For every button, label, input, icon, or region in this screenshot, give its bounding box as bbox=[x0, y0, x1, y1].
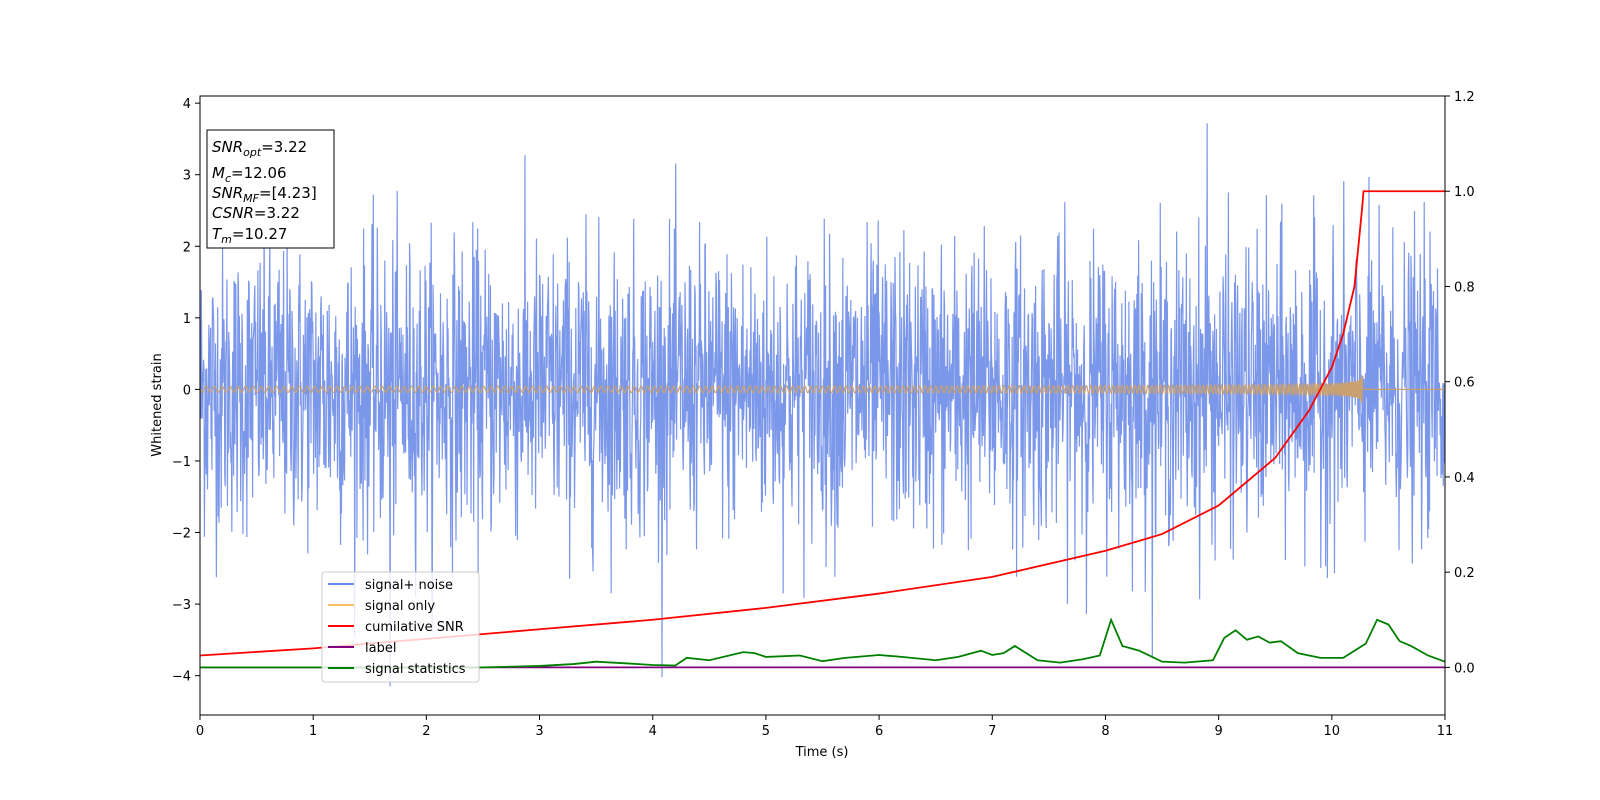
svg-text:cumilative SNR: cumilative SNR bbox=[365, 620, 464, 635]
legend-entry-label: label bbox=[328, 641, 396, 656]
x-tick-label: 4 bbox=[649, 724, 657, 739]
legend-entry-cumulative-snr: cumilative SNR bbox=[328, 620, 464, 635]
y-tick-label: −3 bbox=[172, 598, 191, 613]
series-signal-only bbox=[200, 374, 1445, 404]
svg-text:signal only: signal only bbox=[365, 599, 435, 614]
y-tick-label: −2 bbox=[172, 527, 191, 542]
svg-text:signal statistics: signal statistics bbox=[365, 662, 466, 677]
legend-entry-signal-only: signal only bbox=[328, 599, 435, 614]
y2-tick-label: 1.2 bbox=[1454, 90, 1475, 105]
series-cumilative-snr bbox=[200, 190, 1445, 657]
y-tick-label: −4 bbox=[172, 670, 191, 685]
x-axis-label: Time (s) bbox=[795, 745, 849, 760]
x-axis: 0 1 2 3 4 5 6 7 8 9 10 11 bbox=[196, 715, 1453, 739]
series-signal-noise bbox=[200, 123, 1445, 687]
plot-frame bbox=[199, 95, 1446, 716]
x-tick-label: 11 bbox=[1437, 724, 1454, 739]
info-mc: Mc=12.06 bbox=[212, 164, 287, 185]
y2-tick-label: 0.8 bbox=[1454, 280, 1475, 295]
legend-entry-signal-noise: signal+ noise bbox=[328, 578, 453, 593]
y2-tick-label: 0.0 bbox=[1454, 661, 1475, 676]
x-tick-label: 9 bbox=[1214, 724, 1222, 739]
y-axis-left: −4 −3 −2 −1 0 1 2 3 4 bbox=[172, 97, 200, 685]
info-box: SNRopt=3.22 Mc=12.06 SNRMF=[4.23] CSNR=3… bbox=[206, 129, 335, 249]
legend: signal+ noise signal only cumilative SNR… bbox=[321, 571, 480, 683]
x-tick-label: 0 bbox=[196, 724, 204, 739]
info-csnr: CSNR=3.22 bbox=[212, 204, 300, 222]
x-tick-label: 1 bbox=[309, 724, 317, 739]
y-tick-label: 4 bbox=[183, 97, 191, 112]
info-snr-mf: SNRMF=[4.23] bbox=[212, 184, 317, 205]
x-tick-label: 8 bbox=[1101, 724, 1109, 739]
y-tick-label: 1 bbox=[183, 312, 191, 327]
y2-tick-label: 0.4 bbox=[1454, 471, 1475, 486]
x-tick-label: 3 bbox=[535, 724, 543, 739]
svg-text:label: label bbox=[365, 641, 396, 656]
legend-entry-signal-statistics: signal statistics bbox=[328, 662, 466, 677]
x-tick-label: 6 bbox=[875, 724, 883, 739]
x-tick-label: 2 bbox=[422, 724, 430, 739]
series-signal-statistics bbox=[200, 617, 1445, 669]
x-tick-label: 7 bbox=[988, 724, 996, 739]
y2-tick-label: 0.6 bbox=[1454, 376, 1475, 391]
y-tick-label: −1 bbox=[172, 455, 191, 470]
svg-text:signal+ noise: signal+ noise bbox=[365, 578, 453, 593]
y-axis-label: Whitened strain bbox=[150, 353, 165, 456]
y-tick-label: 2 bbox=[183, 240, 191, 255]
y-tick-label: 0 bbox=[183, 383, 191, 398]
info-snr-opt: SNRopt=3.22 bbox=[212, 138, 307, 159]
y2-tick-label: 0.2 bbox=[1454, 566, 1475, 581]
x-tick-label: 10 bbox=[1324, 724, 1341, 739]
x-tick-label: 5 bbox=[762, 724, 770, 739]
y-tick-label: 3 bbox=[183, 169, 191, 184]
y-axis-right: 0.0 0.2 0.4 0.6 0.8 1.0 1.2 bbox=[1445, 90, 1475, 676]
y2-tick-label: 1.0 bbox=[1454, 185, 1475, 200]
info-tm: Tm=10.27 bbox=[212, 225, 287, 246]
